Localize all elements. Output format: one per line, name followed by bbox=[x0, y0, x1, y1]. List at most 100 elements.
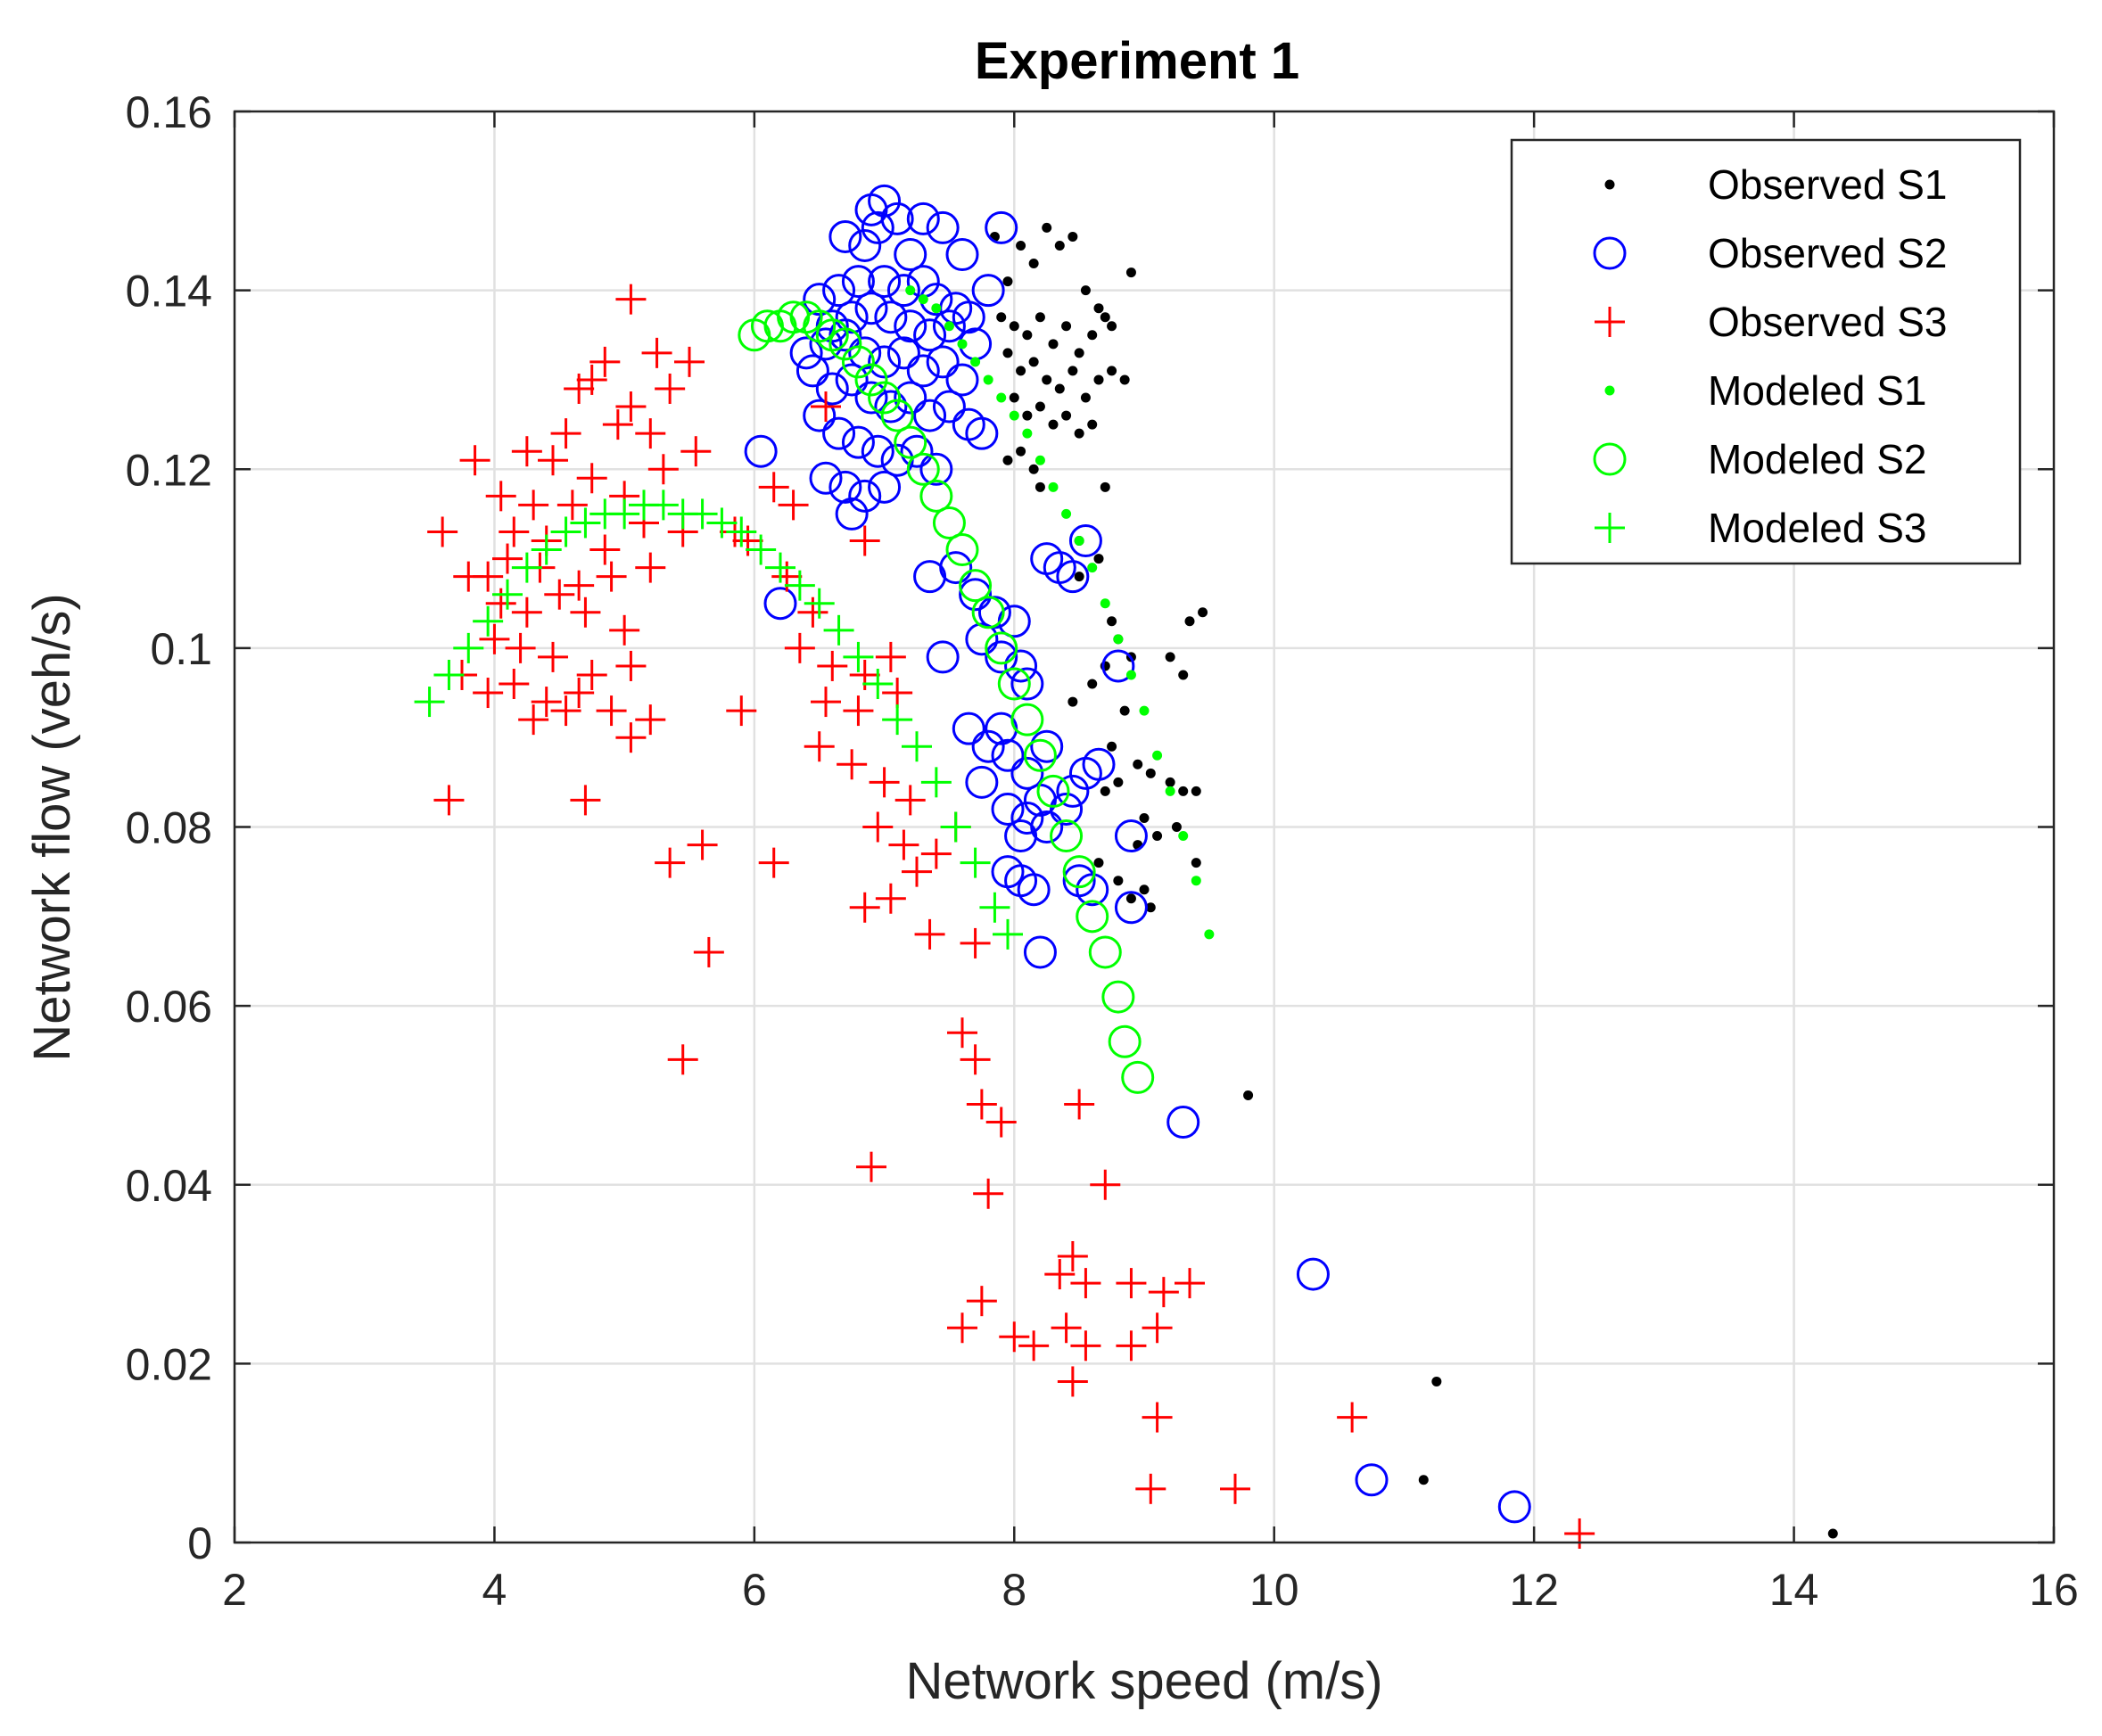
data-point bbox=[1119, 374, 1130, 385]
data-point bbox=[959, 569, 993, 603]
data-point bbox=[868, 345, 902, 379]
data-point bbox=[874, 300, 908, 334]
data-point bbox=[965, 765, 999, 799]
data-point bbox=[1067, 231, 1078, 242]
data-point bbox=[518, 704, 549, 736]
data-point bbox=[726, 516, 757, 547]
data-point bbox=[1113, 777, 1124, 787]
data-point bbox=[1054, 383, 1065, 394]
y-tick-label: 0.16 bbox=[126, 87, 212, 137]
data-point bbox=[1178, 786, 1189, 796]
data-point bbox=[596, 695, 627, 727]
data-point bbox=[1074, 348, 1084, 358]
data-point bbox=[789, 336, 823, 370]
data-point bbox=[1100, 786, 1110, 796]
data-point bbox=[926, 640, 960, 674]
data-point bbox=[997, 667, 1031, 701]
data-point bbox=[1076, 900, 1109, 934]
y-tick-label: 0.06 bbox=[126, 982, 212, 1032]
data-point bbox=[1497, 1490, 1531, 1524]
data-point bbox=[996, 392, 1007, 403]
data-point bbox=[1220, 1473, 1250, 1504]
series-modeled-s1 bbox=[905, 285, 1215, 940]
data-point bbox=[1337, 1402, 1368, 1433]
data-point bbox=[1016, 240, 1026, 251]
legend-entry: Modeled S2 bbox=[1708, 436, 1927, 482]
data-point bbox=[550, 695, 581, 727]
data-point bbox=[1125, 893, 1136, 904]
data-point bbox=[492, 579, 523, 610]
legend-entry: Modeled S1 bbox=[1708, 367, 1927, 414]
data-point bbox=[1125, 670, 1136, 680]
data-point bbox=[973, 1178, 1004, 1209]
x-tick-label: 4 bbox=[482, 1565, 507, 1615]
y-tick-label: 0.02 bbox=[126, 1339, 212, 1389]
data-point bbox=[1355, 1463, 1389, 1497]
data-point bbox=[971, 729, 1005, 763]
data-point bbox=[1035, 455, 1045, 465]
legend-marker bbox=[1595, 513, 1625, 543]
data-point bbox=[615, 722, 647, 753]
data-point bbox=[902, 731, 932, 762]
data-point bbox=[1042, 222, 1052, 233]
data-point bbox=[803, 399, 837, 432]
y-tick-label: 0.12 bbox=[126, 445, 212, 495]
data-point bbox=[854, 292, 888, 325]
data-point bbox=[1022, 410, 1033, 421]
data-point bbox=[1431, 1376, 1442, 1386]
data-point bbox=[1044, 1259, 1076, 1290]
data-points bbox=[414, 184, 1838, 1549]
data-point bbox=[1139, 705, 1150, 716]
data-point bbox=[1035, 401, 1045, 412]
data-point bbox=[564, 678, 595, 709]
data-point bbox=[868, 470, 902, 504]
data-point bbox=[1050, 819, 1084, 853]
data-point bbox=[784, 570, 815, 601]
data-point bbox=[971, 274, 1005, 308]
data-point bbox=[1125, 267, 1136, 278]
data-point bbox=[1564, 1518, 1595, 1549]
data-point bbox=[765, 552, 795, 583]
data-point bbox=[931, 303, 942, 314]
data-point bbox=[940, 811, 971, 843]
data-point bbox=[966, 1286, 997, 1317]
data-point bbox=[1165, 786, 1175, 796]
data-point bbox=[979, 892, 1010, 923]
data-point bbox=[693, 936, 724, 967]
y-tick-label: 0.14 bbox=[126, 267, 212, 317]
data-point bbox=[615, 284, 647, 315]
data-point bbox=[1114, 891, 1148, 925]
chart-title: Experiment 1 bbox=[975, 32, 1299, 90]
data-point bbox=[1067, 696, 1078, 707]
data-point bbox=[1113, 876, 1124, 886]
data-point bbox=[1116, 1330, 1147, 1362]
data-point bbox=[1061, 410, 1072, 421]
data-point bbox=[1198, 607, 1208, 618]
data-point bbox=[1204, 929, 1215, 940]
data-point bbox=[965, 416, 999, 450]
data-point bbox=[1010, 756, 1044, 790]
data-point bbox=[1080, 392, 1091, 403]
data-point bbox=[473, 605, 504, 637]
data-point bbox=[1050, 792, 1084, 826]
data-point bbox=[1135, 1473, 1166, 1504]
data-point bbox=[1113, 634, 1124, 645]
x-tick-label: 10 bbox=[1249, 1565, 1299, 1615]
data-point bbox=[803, 283, 837, 317]
data-point bbox=[906, 202, 940, 235]
data-point bbox=[1080, 285, 1091, 296]
data-point bbox=[1061, 321, 1072, 332]
x-tick-label: 16 bbox=[2029, 1565, 2079, 1615]
data-point bbox=[960, 927, 991, 959]
data-point bbox=[848, 336, 882, 370]
data-point bbox=[823, 614, 854, 646]
data-point bbox=[856, 1151, 886, 1182]
data-point bbox=[492, 543, 523, 574]
data-point bbox=[869, 767, 900, 798]
data-point bbox=[1017, 873, 1051, 907]
y-tick-label: 0.04 bbox=[126, 1161, 212, 1211]
data-point bbox=[1119, 705, 1130, 716]
data-point bbox=[1142, 1312, 1173, 1344]
data-point bbox=[875, 883, 906, 914]
data-point bbox=[1028, 464, 1039, 474]
